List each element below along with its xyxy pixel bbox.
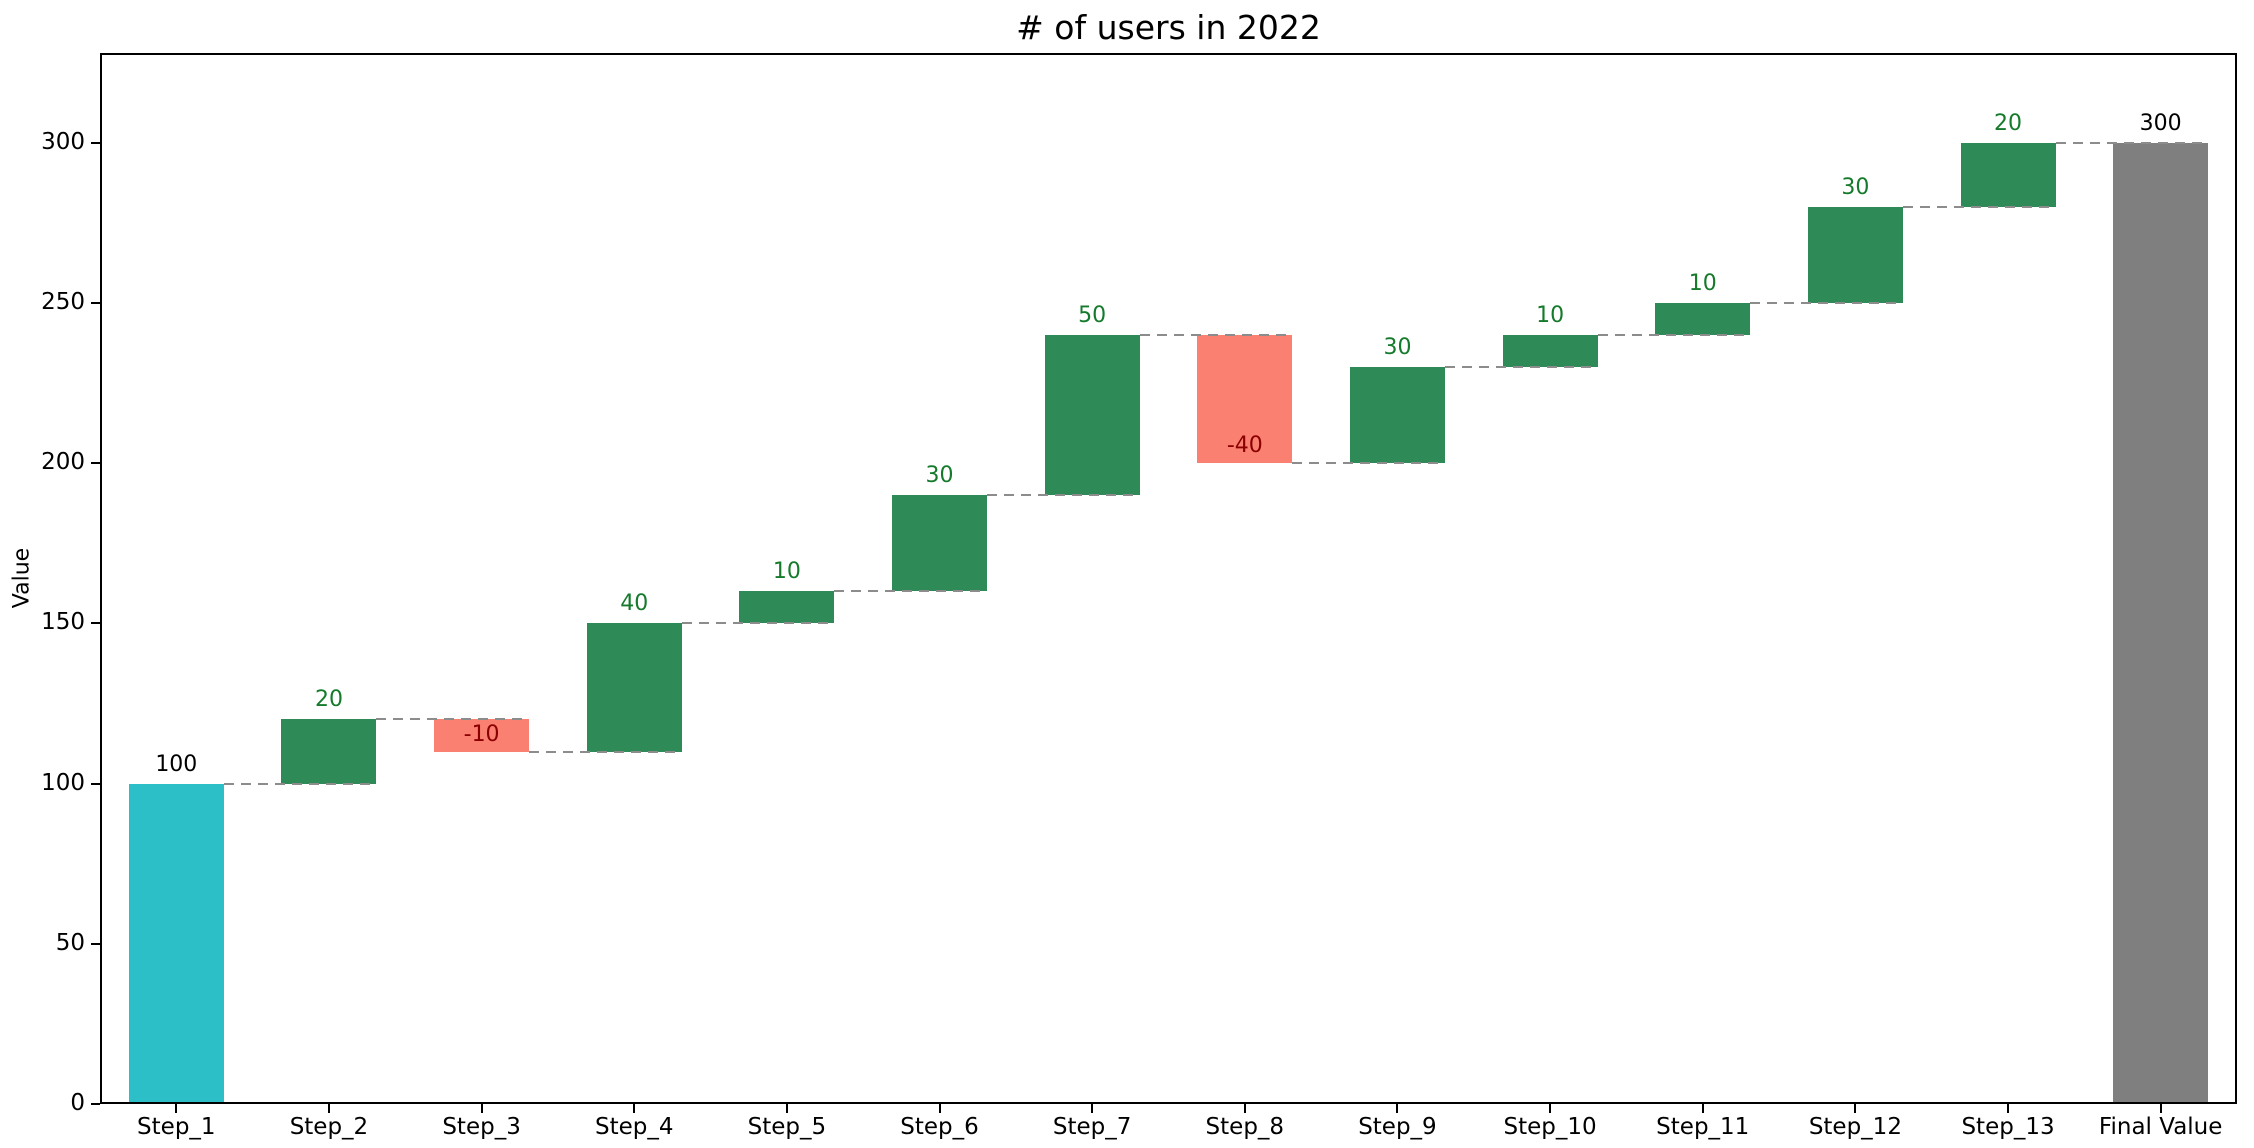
x-tick-mark [938, 1104, 941, 1113]
x-tick-label: Step_9 [1358, 1114, 1437, 1140]
x-tick-label: Step_10 [1503, 1114, 1597, 1140]
x-tick-mark [1701, 1104, 1704, 1113]
y-tick-mark [91, 301, 100, 304]
x-tick-label: Step_11 [1656, 1114, 1750, 1140]
x-tick-mark [1854, 1104, 1857, 1113]
y-tick-label: 300 [41, 128, 85, 155]
bar-step_5 [739, 591, 835, 624]
bar-value-label: 10 [772, 559, 801, 585]
x-tick-mark [785, 1104, 788, 1113]
x-tick-label: Step_13 [1961, 1114, 2055, 1140]
bar-value-label: -40 [1226, 433, 1263, 459]
bar-value-label: 10 [1536, 302, 1565, 328]
bar-value-label: 20 [314, 687, 343, 713]
bar-step_9 [1349, 367, 1445, 464]
x-tick-label: Final Value [2098, 1114, 2223, 1140]
bar-step_6 [892, 495, 988, 592]
bar-step_10 [1502, 334, 1598, 367]
y-tick-label: 200 [41, 449, 85, 476]
connector-line [1750, 301, 1903, 304]
y-tick-mark [91, 1103, 100, 1105]
x-tick-mark [1549, 1104, 1552, 1113]
bar-value-label: 30 [1841, 174, 1870, 200]
bar-step_7 [1044, 334, 1140, 496]
x-tick-label: Step_1 [137, 1114, 216, 1140]
y-tick-label: 50 [55, 929, 85, 956]
bar-value-label: 300 [2139, 110, 2182, 136]
x-tick-mark [1396, 1104, 1399, 1113]
bar-value-label: 10 [1688, 270, 1717, 296]
y-tick-label: 0 [70, 1090, 85, 1116]
x-tick-mark [175, 1104, 178, 1113]
y-tick-mark [91, 782, 100, 785]
connector-line [987, 494, 1140, 497]
bar-step_1 [128, 783, 224, 1104]
connector-line [834, 590, 988, 593]
bar-value-label: 20 [1994, 110, 2023, 136]
bar-value-label: -10 [463, 721, 500, 747]
x-tick-label: Step_3 [442, 1114, 521, 1140]
connector-line [681, 622, 835, 625]
bar-step_2 [281, 719, 377, 784]
bar-step_12 [1807, 206, 1903, 303]
connector-line [529, 750, 682, 753]
connector-line [2055, 141, 2209, 144]
x-tick-label: Step_8 [1205, 1114, 1285, 1140]
y-tick-label: 250 [41, 288, 85, 315]
bar-value-label: 50 [1078, 302, 1107, 328]
x-tick-mark [1091, 1104, 1094, 1113]
connector-line [1292, 462, 1445, 465]
x-tick-mark [327, 1104, 330, 1113]
connector-line [1597, 333, 1751, 336]
connector-line [1444, 366, 1598, 369]
y-tick-mark [91, 462, 100, 465]
x-tick-mark [1243, 1104, 1246, 1113]
x-tick-label: Step_2 [289, 1114, 369, 1140]
x-tick-label: Step_5 [747, 1114, 827, 1140]
x-tick-label: Step_6 [900, 1114, 979, 1140]
bar-step_4 [586, 623, 682, 752]
x-tick-mark [480, 1104, 483, 1113]
connector-line [223, 782, 377, 785]
x-tick-label: Step_7 [1052, 1114, 1132, 1140]
connector-line [376, 718, 530, 721]
bar-step_11 [1655, 302, 1751, 335]
x-tick-label: Step_4 [594, 1114, 674, 1140]
x-tick-mark [633, 1104, 636, 1113]
bar-final-value [2113, 142, 2209, 1104]
y-tick-label: 100 [41, 769, 85, 796]
y-tick-mark [91, 141, 100, 144]
bar-value-label: 30 [1383, 335, 1412, 361]
bar-value-label: 40 [620, 591, 649, 617]
x-tick-mark [2159, 1104, 2162, 1113]
x-tick-mark [2007, 1104, 2010, 1113]
connector-line [1139, 333, 1293, 336]
bar-value-label: 100 [155, 751, 198, 777]
x-tick-label: Step_12 [1808, 1114, 1902, 1140]
y-tick-label: 150 [41, 609, 85, 636]
y-tick-mark [91, 622, 100, 625]
chart-title: # of users in 2022 [1016, 8, 1321, 47]
y-tick-mark [91, 942, 100, 945]
bar-value-label: 30 [925, 463, 954, 489]
bar-step_13 [1960, 142, 2056, 207]
bar-step_8 [1197, 334, 1293, 464]
bar-step_3 [434, 719, 530, 752]
connector-line [1902, 205, 2056, 208]
